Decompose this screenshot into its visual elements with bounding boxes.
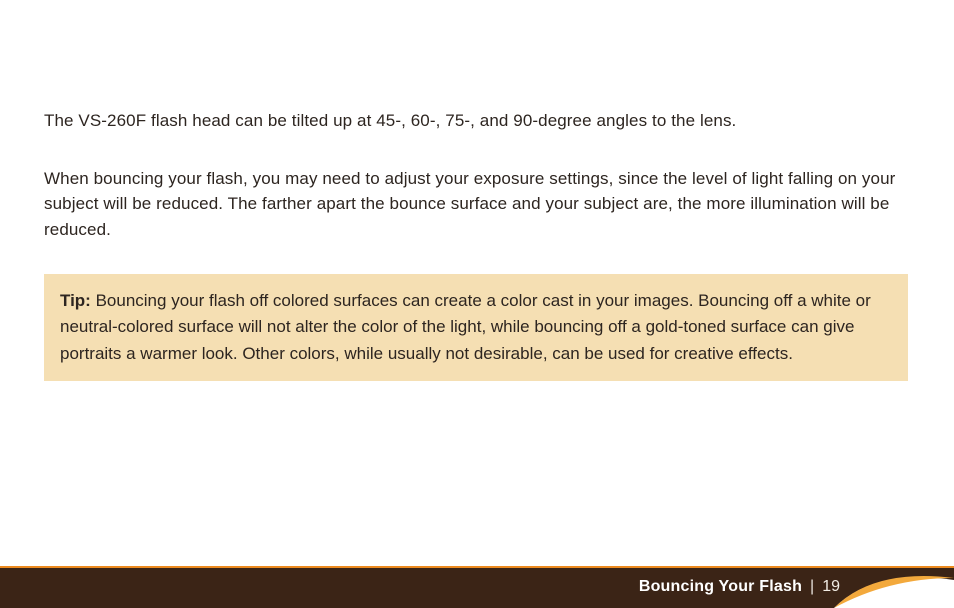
tip-body: Bouncing your flash off colored surfaces… [60,291,871,363]
paragraph-1: The VS-260F flash head can be tilted up … [44,108,910,134]
page-footer: Bouncing Your Flash | 19 [0,563,954,608]
footer-separator: | [810,578,814,596]
tip-callout: Tip: Bouncing your flash off colored sur… [44,274,908,381]
tip-paragraph: Tip: Bouncing your flash off colored sur… [60,288,892,367]
content-area: The VS-260F flash head can be tilted up … [44,108,910,381]
tip-label: Tip: [60,291,91,310]
footer-page-number: 19 [822,578,840,596]
document-page: The VS-260F flash head can be tilted up … [0,0,954,608]
paragraph-2: When bouncing your flash, you may need t… [44,166,910,243]
footer-text: Bouncing Your Flash | 19 [639,566,840,608]
footer-section-title: Bouncing Your Flash [639,578,802,596]
